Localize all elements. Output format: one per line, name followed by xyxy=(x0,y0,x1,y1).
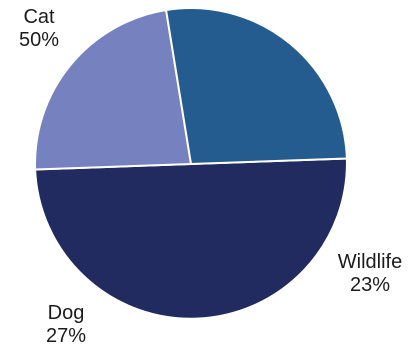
slice-value-wildlife: 23% xyxy=(350,274,390,296)
slice-value-dog: 27% xyxy=(46,325,86,347)
pie-slices xyxy=(34,7,348,320)
pie-slice-dog xyxy=(164,7,348,166)
pie-slice-cat xyxy=(34,157,348,320)
slice-label-dog: Dog xyxy=(48,302,85,324)
slice-label-wildlife: Wildlife xyxy=(338,251,402,273)
pie-slice-wildlife xyxy=(34,8,193,171)
slice-label-cat: Cat xyxy=(23,6,55,28)
slice-value-cat: 50% xyxy=(19,29,59,51)
